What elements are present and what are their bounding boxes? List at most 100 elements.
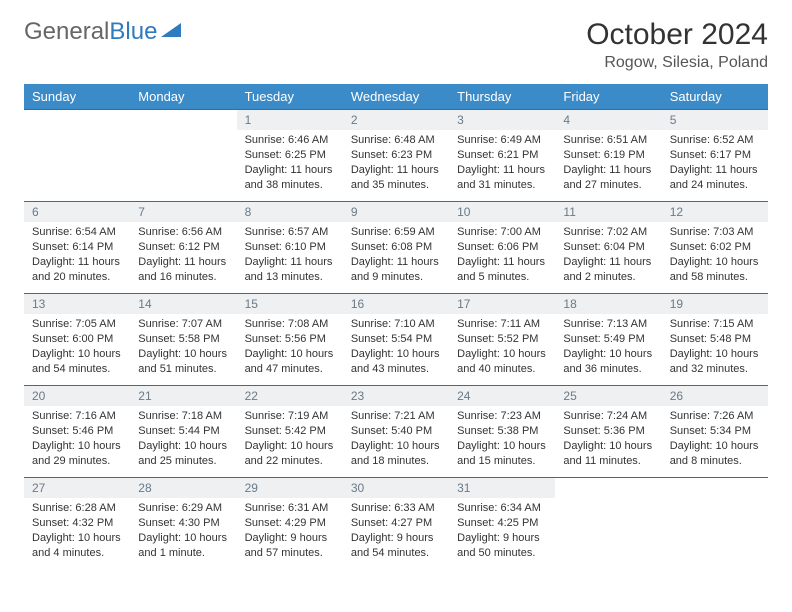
logo-text-blue: Blue <box>109 18 157 46</box>
daylight-line2: and 20 minutes. <box>32 270 122 285</box>
calendar-day-cell: 22Sunrise: 7:19 AMSunset: 5:42 PMDayligh… <box>237 386 343 478</box>
sunset-text: Sunset: 5:54 PM <box>351 332 441 347</box>
sunrise-text: Sunrise: 6:29 AM <box>138 501 228 516</box>
day-number: 14 <box>130 294 236 314</box>
calendar-header-row: SundayMondayTuesdayWednesdayThursdayFrid… <box>24 84 768 110</box>
calendar-week-row: 20Sunrise: 7:16 AMSunset: 5:46 PMDayligh… <box>24 386 768 478</box>
day-details: Sunrise: 6:59 AMSunset: 6:08 PMDaylight:… <box>343 222 449 288</box>
calendar-day-cell: 28Sunrise: 6:29 AMSunset: 4:30 PMDayligh… <box>130 478 236 570</box>
sunrise-text: Sunrise: 7:26 AM <box>670 409 760 424</box>
daylight-line2: and 24 minutes. <box>670 178 760 193</box>
daylight-line2: and 2 minutes. <box>563 270 653 285</box>
sunset-text: Sunset: 6:00 PM <box>32 332 122 347</box>
calendar-table: SundayMondayTuesdayWednesdayThursdayFrid… <box>24 84 768 570</box>
sunset-text: Sunset: 4:30 PM <box>138 516 228 531</box>
daylight-line1: Daylight: 10 hours <box>457 439 547 454</box>
sunrise-text: Sunrise: 7:00 AM <box>457 225 547 240</box>
daylight-line1: Daylight: 10 hours <box>351 347 441 362</box>
day-number: 31 <box>449 478 555 498</box>
day-details: Sunrise: 6:56 AMSunset: 6:12 PMDaylight:… <box>130 222 236 288</box>
calendar-day-cell: 11Sunrise: 7:02 AMSunset: 6:04 PMDayligh… <box>555 202 661 294</box>
day-number: 10 <box>449 202 555 222</box>
calendar-day-cell: 23Sunrise: 7:21 AMSunset: 5:40 PMDayligh… <box>343 386 449 478</box>
sunset-text: Sunset: 4:27 PM <box>351 516 441 531</box>
day-details: Sunrise: 7:16 AMSunset: 5:46 PMDaylight:… <box>24 406 130 472</box>
sunset-text: Sunset: 5:38 PM <box>457 424 547 439</box>
day-header: Wednesday <box>343 84 449 110</box>
daylight-line2: and 9 minutes. <box>351 270 441 285</box>
daylight-line2: and 8 minutes. <box>670 454 760 469</box>
daylight-line2: and 43 minutes. <box>351 362 441 377</box>
calendar-day-cell: 20Sunrise: 7:16 AMSunset: 5:46 PMDayligh… <box>24 386 130 478</box>
sunset-text: Sunset: 5:52 PM <box>457 332 547 347</box>
sunset-text: Sunset: 6:21 PM <box>457 148 547 163</box>
daylight-line1: Daylight: 10 hours <box>32 531 122 546</box>
calendar-day-cell: 24Sunrise: 7:23 AMSunset: 5:38 PMDayligh… <box>449 386 555 478</box>
day-details: Sunrise: 7:24 AMSunset: 5:36 PMDaylight:… <box>555 406 661 472</box>
daylight-line2: and 4 minutes. <box>32 546 122 561</box>
daylight-line1: Daylight: 10 hours <box>563 347 653 362</box>
day-number: 22 <box>237 386 343 406</box>
day-details: Sunrise: 7:15 AMSunset: 5:48 PMDaylight:… <box>662 314 768 380</box>
daylight-line1: Daylight: 10 hours <box>138 531 228 546</box>
calendar-day-cell: 12Sunrise: 7:03 AMSunset: 6:02 PMDayligh… <box>662 202 768 294</box>
day-number: 26 <box>662 386 768 406</box>
daylight-line2: and 32 minutes. <box>670 362 760 377</box>
day-number: 12 <box>662 202 768 222</box>
daylight-line1: Daylight: 11 hours <box>32 255 122 270</box>
sunrise-text: Sunrise: 7:15 AM <box>670 317 760 332</box>
daylight-line2: and 18 minutes. <box>351 454 441 469</box>
day-details: Sunrise: 7:03 AMSunset: 6:02 PMDaylight:… <box>662 222 768 288</box>
calendar-day-cell: 10Sunrise: 7:00 AMSunset: 6:06 PMDayligh… <box>449 202 555 294</box>
calendar-day-cell: 27Sunrise: 6:28 AMSunset: 4:32 PMDayligh… <box>24 478 130 570</box>
sunrise-text: Sunrise: 7:03 AM <box>670 225 760 240</box>
daylight-line1: Daylight: 11 hours <box>351 255 441 270</box>
day-details: Sunrise: 6:29 AMSunset: 4:30 PMDaylight:… <box>130 498 236 564</box>
sunset-text: Sunset: 6:19 PM <box>563 148 653 163</box>
calendar-day-cell: 21Sunrise: 7:18 AMSunset: 5:44 PMDayligh… <box>130 386 236 478</box>
sunrise-text: Sunrise: 6:46 AM <box>245 133 335 148</box>
daylight-line2: and 22 minutes. <box>245 454 335 469</box>
daylight-line2: and 58 minutes. <box>670 270 760 285</box>
calendar-day-cell: 9Sunrise: 6:59 AMSunset: 6:08 PMDaylight… <box>343 202 449 294</box>
day-details: Sunrise: 7:18 AMSunset: 5:44 PMDaylight:… <box>130 406 236 472</box>
daylight-line2: and 1 minute. <box>138 546 228 561</box>
day-number: 3 <box>449 110 555 130</box>
calendar-day-cell: 14Sunrise: 7:07 AMSunset: 5:58 PMDayligh… <box>130 294 236 386</box>
daylight-line1: Daylight: 10 hours <box>563 439 653 454</box>
day-number: 7 <box>130 202 236 222</box>
day-details: Sunrise: 7:11 AMSunset: 5:52 PMDaylight:… <box>449 314 555 380</box>
calendar-day-cell: 6Sunrise: 6:54 AMSunset: 6:14 PMDaylight… <box>24 202 130 294</box>
daylight-line1: Daylight: 9 hours <box>457 531 547 546</box>
calendar-day-cell: 17Sunrise: 7:11 AMSunset: 5:52 PMDayligh… <box>449 294 555 386</box>
sunset-text: Sunset: 6:14 PM <box>32 240 122 255</box>
daylight-line1: Daylight: 11 hours <box>563 255 653 270</box>
day-number: 28 <box>130 478 236 498</box>
day-number: 15 <box>237 294 343 314</box>
daylight-line1: Daylight: 10 hours <box>670 439 760 454</box>
day-number: 29 <box>237 478 343 498</box>
calendar-day-cell: 29Sunrise: 6:31 AMSunset: 4:29 PMDayligh… <box>237 478 343 570</box>
daylight-line2: and 47 minutes. <box>245 362 335 377</box>
daylight-line2: and 15 minutes. <box>457 454 547 469</box>
day-number: 8 <box>237 202 343 222</box>
daylight-line1: Daylight: 10 hours <box>457 347 547 362</box>
sunset-text: Sunset: 4:25 PM <box>457 516 547 531</box>
calendar-day-cell: 4Sunrise: 6:51 AMSunset: 6:19 PMDaylight… <box>555 110 661 202</box>
day-number: 16 <box>343 294 449 314</box>
title-block: October 2024 Rogow, Silesia, Poland <box>586 18 768 72</box>
day-number: 20 <box>24 386 130 406</box>
day-number: 24 <box>449 386 555 406</box>
daylight-line2: and 50 minutes. <box>457 546 547 561</box>
calendar-day-cell: 3Sunrise: 6:49 AMSunset: 6:21 PMDaylight… <box>449 110 555 202</box>
day-details: Sunrise: 6:51 AMSunset: 6:19 PMDaylight:… <box>555 130 661 196</box>
daylight-line1: Daylight: 11 hours <box>457 255 547 270</box>
day-header: Sunday <box>24 84 130 110</box>
day-number: 23 <box>343 386 449 406</box>
calendar-week-row: 6Sunrise: 6:54 AMSunset: 6:14 PMDaylight… <box>24 202 768 294</box>
day-details: Sunrise: 7:21 AMSunset: 5:40 PMDaylight:… <box>343 406 449 472</box>
daylight-line1: Daylight: 11 hours <box>563 163 653 178</box>
day-number: 25 <box>555 386 661 406</box>
daylight-line2: and 35 minutes. <box>351 178 441 193</box>
day-number: 13 <box>24 294 130 314</box>
